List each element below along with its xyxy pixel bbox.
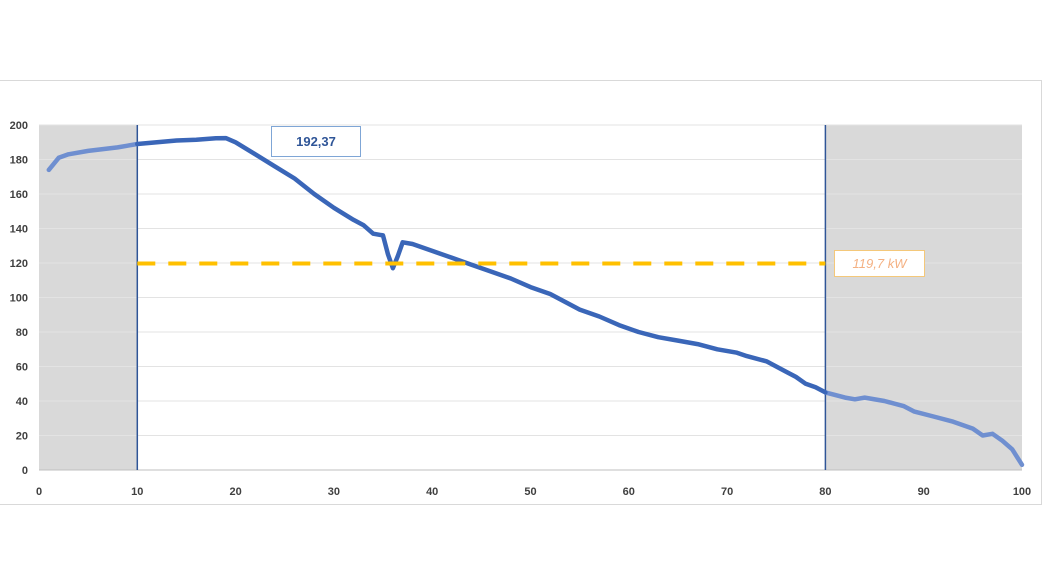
peak-annotation: 192,37 (271, 126, 361, 157)
x-tick-label: 40 (426, 486, 438, 498)
y-tick-label: 60 (16, 362, 28, 374)
x-tick-label: 80 (819, 486, 831, 498)
y-tick-label: 160 (10, 189, 28, 201)
x-tick-label: 0 (36, 486, 42, 498)
y-tick-label: 20 (16, 431, 28, 443)
y-tick-label: 40 (16, 396, 28, 408)
y-tick-label: 0 (22, 465, 28, 477)
y-tick-label: 200 (10, 120, 28, 132)
x-tick-label: 100 (1013, 486, 1031, 498)
series-line-main (135, 135, 828, 395)
x-tick-label: 30 (328, 486, 340, 498)
x-tick-label: 20 (229, 486, 241, 498)
x-tick-label: 60 (623, 486, 635, 498)
x-tick-label: 70 (721, 486, 733, 498)
y-tick-label: 180 (10, 155, 28, 167)
x-tick-label: 10 (131, 486, 143, 498)
y-tick-label: 120 (10, 258, 28, 270)
y-tick-label: 100 (10, 293, 28, 305)
x-tick-label: 90 (918, 486, 930, 498)
average-annotation: 119,7 kW (834, 250, 925, 277)
y-tick-label: 140 (10, 224, 28, 236)
y-tick-label: 80 (16, 327, 28, 339)
x-tick-label: 50 (524, 486, 536, 498)
series-line-right (823, 390, 1025, 468)
series-line-left (46, 141, 140, 173)
